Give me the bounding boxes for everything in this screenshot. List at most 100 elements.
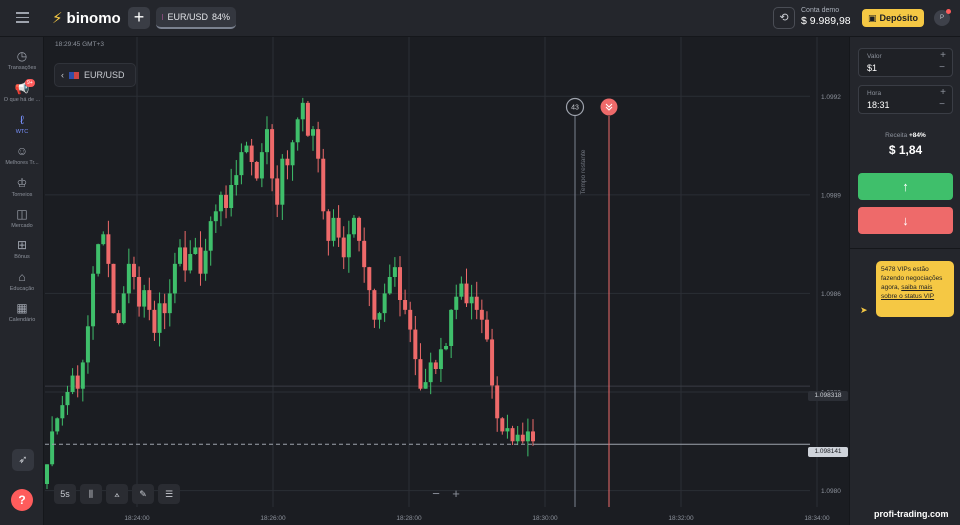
switch-account-button[interactable]: ⟲	[773, 7, 795, 29]
candle-body	[500, 418, 505, 432]
up-button[interactable]: ↑	[858, 173, 953, 200]
candle-body	[239, 152, 244, 176]
candles-icon[interactable]: ⫼	[80, 484, 102, 504]
candle-body	[341, 237, 346, 258]
candle-body	[193, 247, 198, 254]
candle-body	[295, 119, 300, 143]
sidebar-item-market[interactable]: ◫ Mercado	[0, 207, 44, 229]
avatar[interactable]: P	[934, 9, 951, 26]
sidebar-item-wtc[interactable]: ℓ WTC	[0, 113, 44, 135]
candle-body	[85, 326, 90, 363]
asset-selector[interactable]: ‹ EUR/USD	[54, 63, 136, 87]
sidebar-item-label: Torneios	[11, 192, 33, 198]
zoom-out-icon[interactable]: −	[432, 486, 440, 501]
candle-body	[321, 158, 326, 212]
candle-body	[464, 283, 469, 304]
candle-body	[505, 428, 510, 432]
chevron-left-icon: ‹	[61, 70, 64, 80]
candle-body	[290, 142, 295, 166]
sidebar-item-label: WTC	[15, 129, 29, 135]
indicators-icon[interactable]: ⟑	[106, 484, 128, 504]
trophy-icon: ♔	[16, 176, 28, 190]
candle-body	[459, 283, 464, 297]
current-price-tag: 1.098141	[808, 447, 848, 457]
sidebar-item-label: Educação	[9, 286, 35, 292]
candle-body	[198, 247, 203, 274]
sidebar-item-calendar[interactable]: ▦ Calendário	[0, 301, 44, 323]
add-tab-button[interactable]: +	[128, 7, 150, 29]
zoom-in-icon[interactable]: +	[452, 486, 460, 501]
chart-area[interactable]: 1.09921.09891.09861.09831.098018:24:0018…	[45, 37, 848, 525]
time-field[interactable]: Hora 18:31 + −	[858, 85, 953, 114]
candle-body	[157, 303, 162, 333]
candle-body	[444, 346, 449, 350]
y-tick-label: 1.0980	[821, 488, 841, 495]
timeframe-button[interactable]: 5s	[54, 484, 76, 504]
vip-link[interactable]: saiba mais sobre o status VIP	[881, 284, 935, 300]
sidebar-item-transactions[interactable]: ◷ Transações	[0, 49, 44, 71]
menu-icon[interactable]	[16, 12, 29, 23]
price-chart[interactable]: 1.09921.09891.09861.09831.098018:24:0018…	[45, 37, 848, 525]
candle-body	[495, 385, 500, 419]
amount-field[interactable]: Valor $1 + −	[858, 48, 953, 77]
rocket-icon: ➶	[18, 454, 28, 466]
candle-body	[331, 217, 336, 241]
payout-label: Receita	[885, 132, 908, 139]
layout-icon[interactable]: ☰	[158, 484, 180, 504]
candle-body	[387, 277, 392, 294]
sidebar-item-bonus[interactable]: ⊞ Bônus	[0, 238, 44, 260]
candle-body	[178, 247, 183, 264]
candle-body	[142, 290, 147, 307]
candle-body	[397, 267, 402, 300]
sidebar-item-tournaments[interactable]: ♔ Torneios	[0, 176, 44, 198]
x-tick-label: 18:24:00	[124, 515, 150, 522]
sidebar-item-news[interactable]: 📢 9+ O que há de ...	[0, 79, 44, 103]
x-tick-label: 18:30:00	[532, 515, 558, 522]
candle-body	[208, 221, 213, 251]
candle-body	[515, 434, 520, 442]
candle-body	[438, 349, 443, 369]
asset-tab[interactable]: EUR/USD 84%	[156, 7, 236, 29]
divider	[850, 248, 960, 249]
candle-body	[346, 234, 351, 258]
candle-body	[229, 185, 234, 208]
candle-body	[454, 296, 459, 310]
candle-body	[474, 296, 479, 310]
candle-body	[311, 129, 316, 136]
sidebar-item-top-traders[interactable]: ☺ Melhores Tr...	[0, 144, 44, 166]
candle-body	[121, 293, 126, 323]
pencil-icon[interactable]: ✎	[132, 484, 154, 504]
gift-icon: ⊞	[16, 238, 28, 252]
candle-body	[126, 263, 131, 294]
candle-body	[326, 211, 331, 241]
account-info[interactable]: Conta demo $ 9.989,98	[801, 7, 851, 27]
time-label: Hora	[867, 90, 882, 97]
sidebar-item-label: Bônus	[14, 254, 30, 260]
candle-body	[300, 102, 305, 120]
candle-body	[244, 145, 249, 153]
candle-body	[316, 129, 321, 159]
candle-body	[218, 194, 223, 212]
bag-icon: ◫	[16, 207, 28, 221]
candle-body	[403, 300, 408, 310]
time-value[interactable]: 18:31	[867, 100, 890, 110]
candle-body	[270, 129, 275, 179]
amount-label: Valor	[867, 53, 882, 60]
users-icon: ☺	[15, 144, 29, 158]
plus-icon[interactable]: +	[940, 87, 946, 98]
down-button[interactable]: ↓	[858, 207, 953, 234]
watermark: profi-trading.com	[874, 509, 949, 519]
minus-icon[interactable]: −	[939, 62, 945, 73]
vip-text: 5478 VIPs estão fazendo negociações agor…	[881, 266, 943, 291]
help-button[interactable]: ?	[11, 489, 33, 511]
amount-value[interactable]: $1	[867, 63, 878, 73]
arrow-down-icon: ↓	[902, 213, 909, 228]
deposit-button[interactable]: ▣ Depósito	[862, 9, 924, 27]
candle-body	[101, 234, 106, 245]
minus-icon[interactable]: −	[939, 99, 945, 110]
sidebar-item-education[interactable]: ⌂ Educação	[0, 270, 44, 292]
sidebar-item-label: O que há de ...	[3, 97, 41, 103]
plus-icon[interactable]: +	[940, 50, 946, 61]
candle-body	[50, 431, 55, 465]
rocket-button[interactable]: ➶	[12, 449, 34, 471]
